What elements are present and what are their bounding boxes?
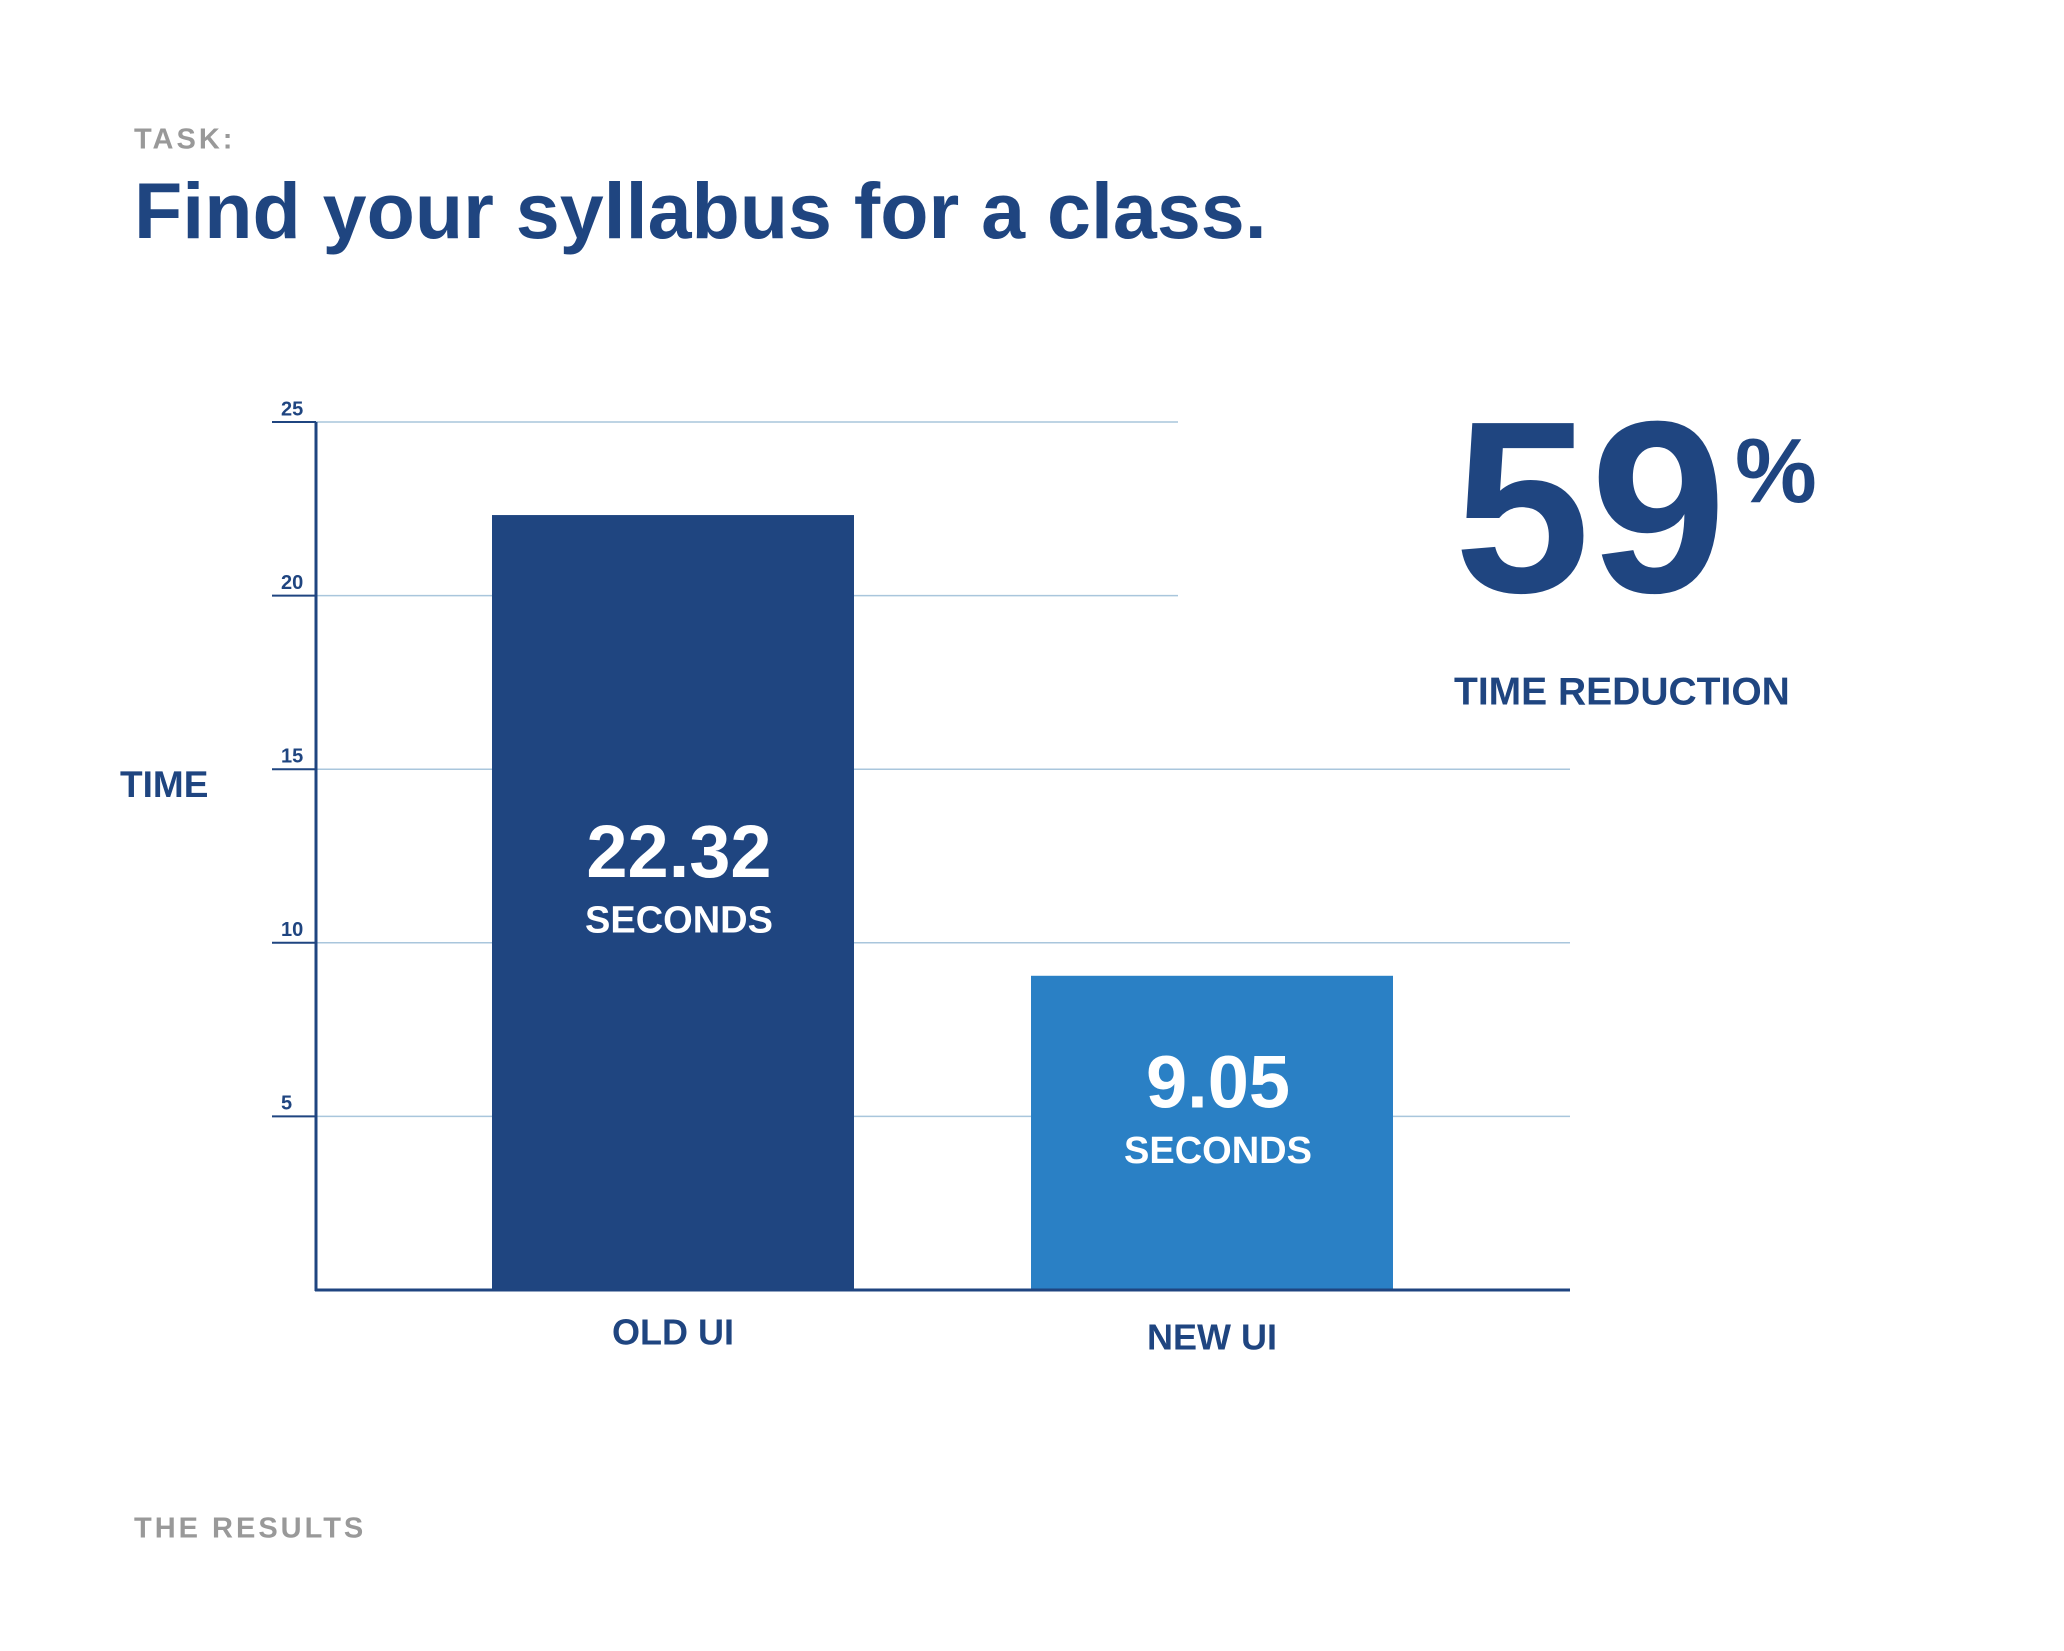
- bar: [492, 515, 854, 1290]
- y-tick-label: 20: [281, 572, 303, 594]
- chart-title: Find your syllabus for a class.: [134, 166, 1267, 255]
- value-label: 22.32: [586, 810, 771, 893]
- callout-number: 59: [1454, 370, 1727, 644]
- bar: [1031, 975, 1393, 1290]
- x-tick-label: NEW UI: [1147, 1317, 1277, 1358]
- y-tick-label: 5: [281, 1093, 292, 1115]
- y-tick-label: 10: [281, 919, 303, 941]
- value-label: 9.05: [1146, 1040, 1290, 1123]
- callout-symbol: %: [1735, 420, 1817, 522]
- y-tick-label: 25: [281, 398, 303, 420]
- value-unit: SECONDS: [1124, 1130, 1312, 1172]
- value-unit: SECONDS: [585, 900, 773, 942]
- y-axis-label: TIME: [120, 764, 208, 805]
- footer: THE RESULTS: [134, 1513, 366, 1545]
- callout-caption: TIME REDUCTION: [1454, 670, 1790, 713]
- y-tick-label: 15: [281, 745, 303, 767]
- x-tick-label: OLD UI: [612, 1312, 734, 1353]
- eyebrow: TASK:: [134, 124, 235, 156]
